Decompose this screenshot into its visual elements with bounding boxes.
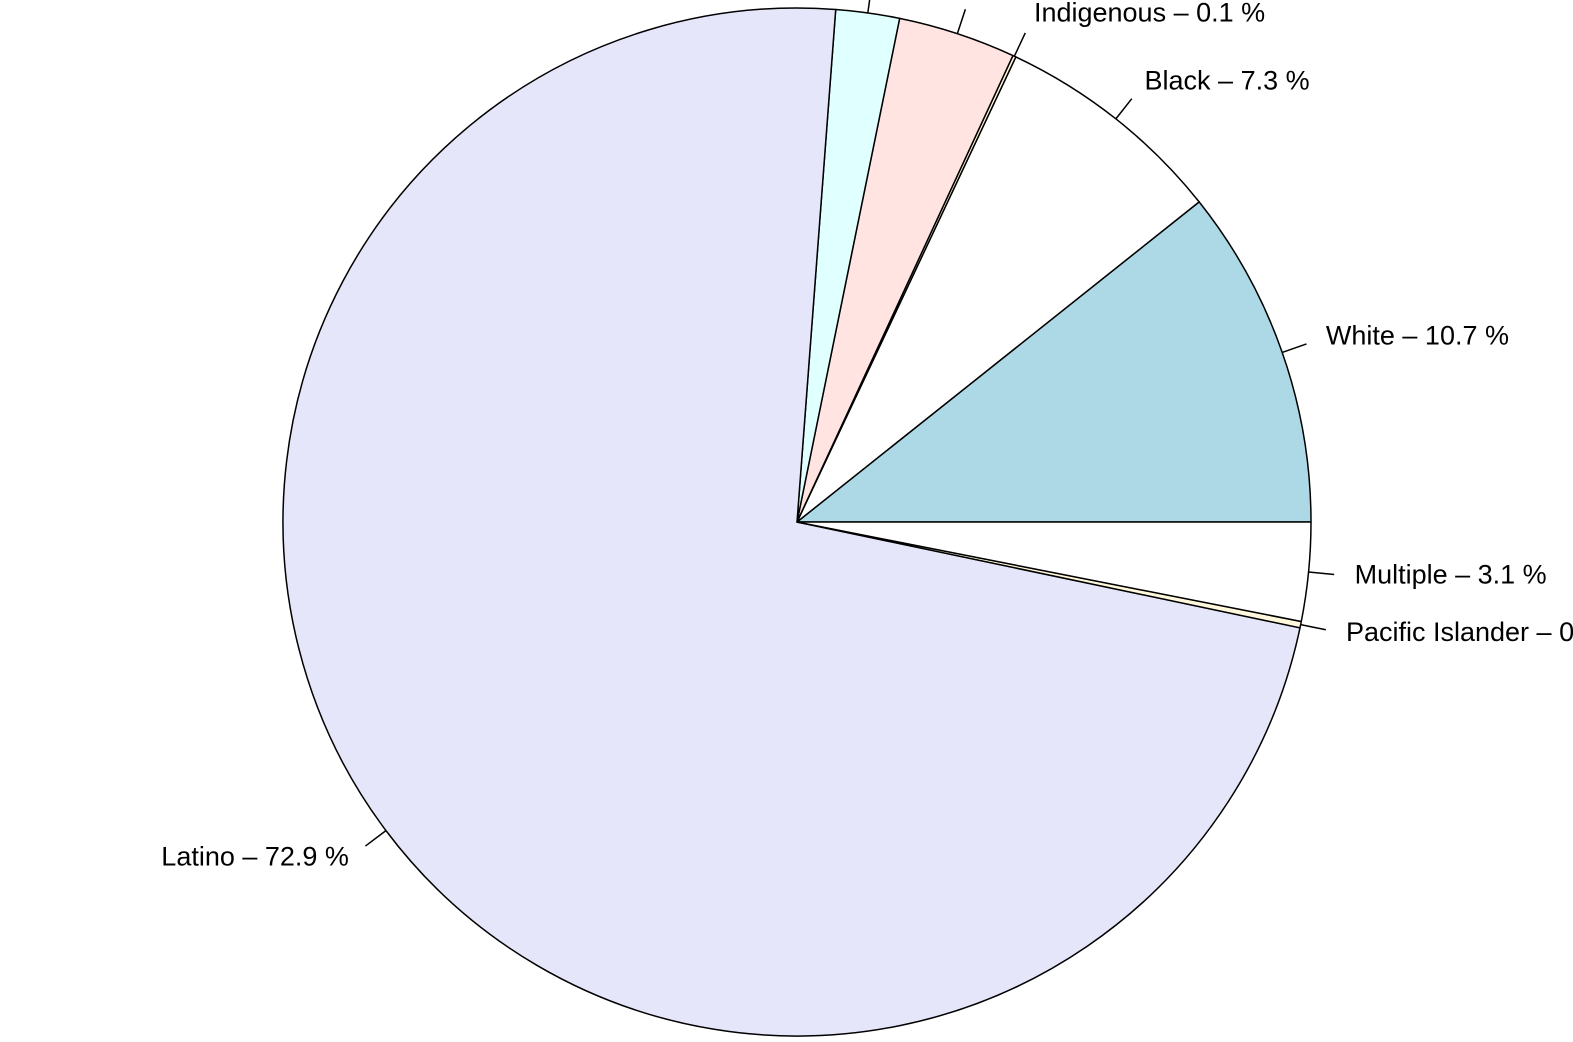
pie-slice-latino	[282, 7, 1301, 1037]
slice-label-pacific-islander: Pacific Islander – 0.2 %	[1346, 617, 1573, 647]
slice-label-asian: Asian – 3.7 %	[972, 0, 1139, 3]
pie-slice-black	[796, 56, 1200, 523]
slice-label-white: White – 10.7 %	[1326, 320, 1509, 350]
label-tick-asian	[956, 9, 967, 34]
pie-slice-white	[796, 201, 1312, 523]
pie-slice-multiple	[796, 521, 1312, 623]
slice-label-latino: Latino – 72.9 %	[161, 842, 349, 872]
slice-label-black: Black – 7.3 %	[1145, 66, 1310, 96]
slice-label-multiple: Multiple – 3.1 %	[1355, 560, 1547, 590]
label-tick-pacific-islander	[1300, 623, 1326, 631]
slice-label-indigenous: Indigenous – 0.1 %	[1034, 0, 1265, 27]
label-tick-white	[1281, 343, 1307, 354]
label-tick-black	[1115, 98, 1133, 120]
slice-labels: White – 10.7 % Black – 7.3 % Indigenous – …	[161, 0, 1573, 872]
label-tick-indigenous	[1013, 32, 1026, 57]
pie-slices	[282, 7, 1312, 1037]
label-tick-latino	[364, 830, 387, 847]
label-ticks	[364, 0, 1335, 847]
label-tick-multiple	[1308, 571, 1335, 576]
label-tick-filipino	[867, 0, 871, 14]
